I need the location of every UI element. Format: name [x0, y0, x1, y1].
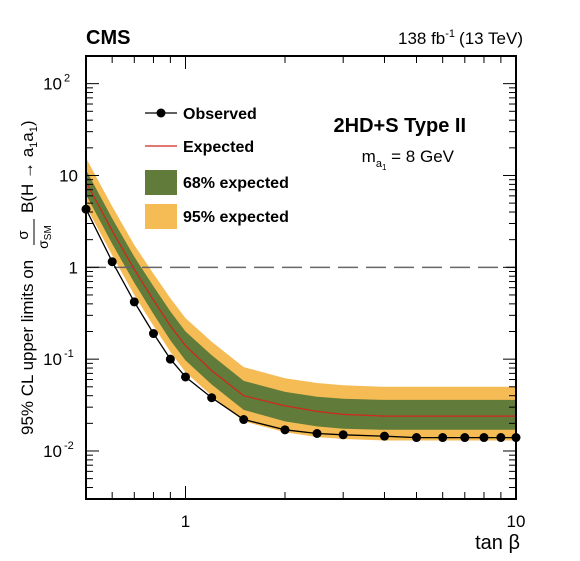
legend-observed-marker [156, 108, 166, 118]
legend-68-swatch [145, 170, 177, 195]
observed-point [479, 433, 489, 443]
limit-curves [81, 181, 521, 443]
observed-point [107, 257, 117, 267]
legend-95-swatch [145, 204, 177, 229]
y-tick-label: 1 [69, 258, 78, 277]
legend-95-label: 95% expected [183, 209, 289, 226]
y-axis-title: 95% CL upper limits on σ σSM B(H → a1a1) [15, 120, 54, 435]
observed-point [438, 433, 448, 443]
svg-text:σ: σ [15, 230, 32, 240]
observed-point [379, 431, 389, 441]
legend-expected-label: Expected [183, 139, 254, 156]
y-tick-label: 10 [43, 75, 62, 94]
experiment-label: CMS [86, 27, 130, 49]
model-label: 2HD+S Type II [334, 115, 466, 137]
observed-point [180, 372, 190, 382]
legend: Observed Expected 68% expected 95% expec… [145, 106, 289, 229]
band-68 [86, 169, 516, 430]
svg-text:B(H → a1a1): B(H → a1a1) [18, 120, 40, 213]
band-95 [86, 158, 516, 441]
observed-point [280, 425, 290, 435]
observed-point [129, 297, 139, 307]
y-tick-label: 10 [59, 166, 78, 185]
observed-point [496, 433, 506, 443]
x-tick-label: 1 [181, 512, 190, 531]
legend-observed-label: Observed [183, 106, 257, 123]
observed-point [338, 430, 348, 440]
expected-curve [85, 181, 516, 417]
svg-text:95% CL upper limits on: 95% CL upper limits on [18, 260, 37, 435]
x-axis-title: tan β [475, 532, 520, 554]
observed-point [312, 429, 322, 439]
y-tick-exponent: -2 [64, 440, 74, 452]
y-tick-exponent: 2 [64, 73, 70, 85]
observed-point [239, 415, 249, 425]
luminosity-label: 138 fb-1 (13 TeV) [398, 28, 523, 48]
axis-ticks [85, 55, 517, 500]
plot-frame [85, 55, 517, 500]
observed-point [165, 354, 175, 364]
y-tick-label: 10 [43, 350, 62, 369]
observed-point [412, 433, 422, 443]
y-tick-exponent: -1 [64, 348, 74, 360]
legend-68-label: 68% expected [183, 175, 289, 192]
y-tick-label: 10 [43, 442, 62, 461]
x-tick-label: 10 [507, 512, 526, 531]
observed-point [207, 393, 217, 403]
mass-label: ma1 = 8 GeV [362, 147, 455, 172]
expected-bands [86, 158, 516, 441]
observed-point [460, 433, 470, 443]
observed-point [148, 329, 158, 339]
svg-text:σSM: σSM [35, 225, 54, 249]
